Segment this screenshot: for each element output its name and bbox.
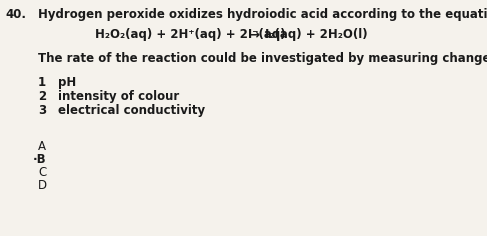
Text: A: A — [38, 140, 46, 153]
Text: C: C — [38, 166, 46, 179]
Text: ·B: ·B — [33, 153, 47, 166]
Text: 3: 3 — [38, 104, 46, 117]
Text: H₂O₂(aq) + 2H⁺(aq) + 2I⁻(aq): H₂O₂(aq) + 2H⁺(aq) + 2I⁻(aq) — [95, 28, 285, 41]
Text: →: → — [248, 28, 259, 41]
Text: D: D — [38, 179, 47, 192]
Text: electrical conductivity: electrical conductivity — [58, 104, 205, 117]
Text: Hydrogen peroxide oxidizes hydroiodic acid according to the equation: Hydrogen peroxide oxidizes hydroiodic ac… — [38, 8, 487, 21]
Text: intensity of colour: intensity of colour — [58, 90, 179, 103]
Text: pH: pH — [58, 76, 76, 89]
Text: I₂(aq) + 2H₂O(l): I₂(aq) + 2H₂O(l) — [265, 28, 368, 41]
Text: 1: 1 — [38, 76, 46, 89]
Text: 40.: 40. — [5, 8, 26, 21]
Text: 2: 2 — [38, 90, 46, 103]
Text: The rate of the reaction could be investigated by measuring changes in the: The rate of the reaction could be invest… — [38, 52, 487, 65]
